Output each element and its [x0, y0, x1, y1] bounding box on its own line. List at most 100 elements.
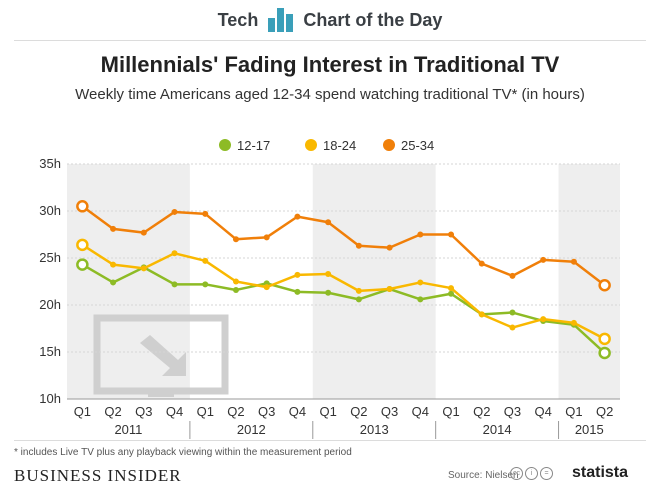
legend-marker-18-24	[305, 139, 317, 151]
x-tick-label: Q2	[227, 404, 244, 419]
data-point-12-17	[598, 346, 611, 360]
x-tick-label: Q2	[473, 404, 490, 419]
data-point-18-24	[263, 284, 270, 291]
footnote: * includes Live TV plus any playback vie…	[14, 447, 352, 458]
data-point-25-34	[76, 200, 89, 213]
x-tick-label: Q3	[381, 404, 398, 419]
data-point-18-24	[386, 286, 393, 293]
data-point-18-24	[140, 265, 147, 272]
year-label: 2013	[360, 422, 389, 437]
header-bar: Tech Chart of the Day	[0, 0, 660, 40]
x-tick-label: Q4	[289, 404, 306, 419]
y-tick-label: 35h	[39, 156, 61, 171]
data-point-18-24	[540, 316, 547, 323]
chart-subtitle: Weekly time Americans aged 12-34 spend w…	[75, 86, 585, 103]
data-point-12-17	[110, 279, 117, 286]
x-tick-label: Q3	[135, 404, 152, 419]
x-tick-label: Q1	[442, 404, 459, 419]
data-point-25-34	[478, 260, 485, 267]
x-tick-label: Q3	[504, 404, 521, 419]
data-point-12-17	[355, 296, 362, 303]
data-point-18-24	[325, 270, 332, 277]
legend-label-25-34: 25-34	[401, 138, 434, 153]
source-label: Source: Nielsen	[448, 470, 519, 481]
data-point-25-34	[232, 236, 239, 243]
statista-logo[interactable]: statista	[572, 464, 629, 481]
y-tick-label: 30h	[39, 203, 61, 218]
line-chart: 10h 15h 20h 25h 30h 35h Q1 Q2 Q3 Q4 Q1 Q2 Q3 Q4 Q1 Q2 Q…	[39, 138, 620, 439]
data-point-25-34	[294, 213, 301, 220]
chart-title: Millennials' Fading Interest in Traditio…	[100, 52, 560, 77]
legend-label-12-17: 12-17	[237, 138, 270, 153]
header-tech-label: Tech	[217, 9, 259, 30]
header-chart-of-day-label: Chart of the Day	[303, 9, 443, 30]
data-point-12-17	[325, 289, 332, 296]
x-tick-label: Q4	[412, 404, 429, 419]
year-band-2015	[558, 164, 620, 399]
data-point-18-24	[448, 285, 455, 292]
data-point-12-17	[171, 281, 178, 288]
x-tick-label: Q1	[319, 404, 336, 419]
data-point-18-24	[76, 238, 89, 252]
data-point-18-24	[202, 257, 209, 264]
data-point-18-24	[598, 332, 611, 346]
bar-chart-icon	[268, 8, 294, 32]
y-tick-label: 15h	[39, 344, 61, 359]
legend-marker-12-17	[219, 139, 231, 151]
y-tick-label: 20h	[39, 297, 61, 312]
data-point-25-34	[448, 231, 455, 238]
data-point-18-24	[110, 261, 117, 268]
data-point-25-34	[540, 256, 547, 263]
data-point-18-24	[509, 324, 516, 331]
data-point-12-17	[448, 290, 455, 297]
legend-label-18-24: 18-24	[323, 138, 356, 153]
data-point-25-34	[171, 208, 178, 215]
x-tick-label: Q3	[258, 404, 275, 419]
x-tick-label: Q2	[596, 404, 613, 419]
series-line-18-24	[81, 243, 606, 340]
x-tick-label: Q2	[104, 404, 121, 419]
data-point-18-24	[355, 287, 362, 294]
data-point-25-34	[355, 242, 362, 249]
data-point-25-34	[386, 244, 393, 251]
data-point-12-17	[509, 309, 516, 316]
data-point-25-34	[110, 225, 117, 232]
data-point-18-24	[570, 319, 577, 326]
data-point-12-17	[232, 286, 239, 293]
data-point-18-24	[417, 279, 424, 286]
year-label: 2015	[575, 422, 604, 437]
data-point-18-24	[232, 278, 239, 285]
x-tick-label: Q2	[350, 404, 367, 419]
data-point-25-34	[570, 258, 577, 265]
x-tick-label: Q1	[565, 404, 582, 419]
header-divider	[14, 40, 646, 41]
x-tick-label: Q1	[74, 404, 91, 419]
year-label: 2012	[237, 422, 266, 437]
data-point-25-34	[263, 234, 270, 241]
data-point-12-17	[294, 288, 301, 295]
data-point-25-34	[509, 272, 516, 279]
tv-icon	[93, 314, 229, 397]
legend-marker-25-34	[383, 139, 395, 151]
data-point-18-24	[478, 311, 485, 318]
series-line-25-34	[81, 205, 606, 287]
data-point-25-34	[598, 279, 611, 292]
y-tick-label: 10h	[39, 391, 61, 406]
year-label: 2014	[483, 422, 512, 437]
data-point-18-24	[294, 271, 301, 278]
data-point-25-34	[202, 210, 209, 217]
series-line-12-17	[81, 263, 606, 354]
data-point-12-17	[417, 296, 424, 303]
y-tick-label: 25h	[39, 250, 61, 265]
year-band-2013	[312, 164, 436, 399]
x-tick-label: Q4	[535, 404, 552, 419]
data-point-12-17	[202, 281, 209, 288]
business-insider-logo[interactable]: BUSINESS INSIDER	[14, 466, 182, 485]
creative-commons-icon: cc i =	[510, 467, 553, 480]
data-point-25-34	[417, 231, 424, 238]
year-label: 2011	[114, 422, 142, 437]
data-point-18-24	[171, 250, 178, 257]
data-point-25-34	[325, 219, 332, 226]
data-point-25-34	[140, 229, 147, 236]
x-tick-label: Q1	[197, 404, 214, 419]
